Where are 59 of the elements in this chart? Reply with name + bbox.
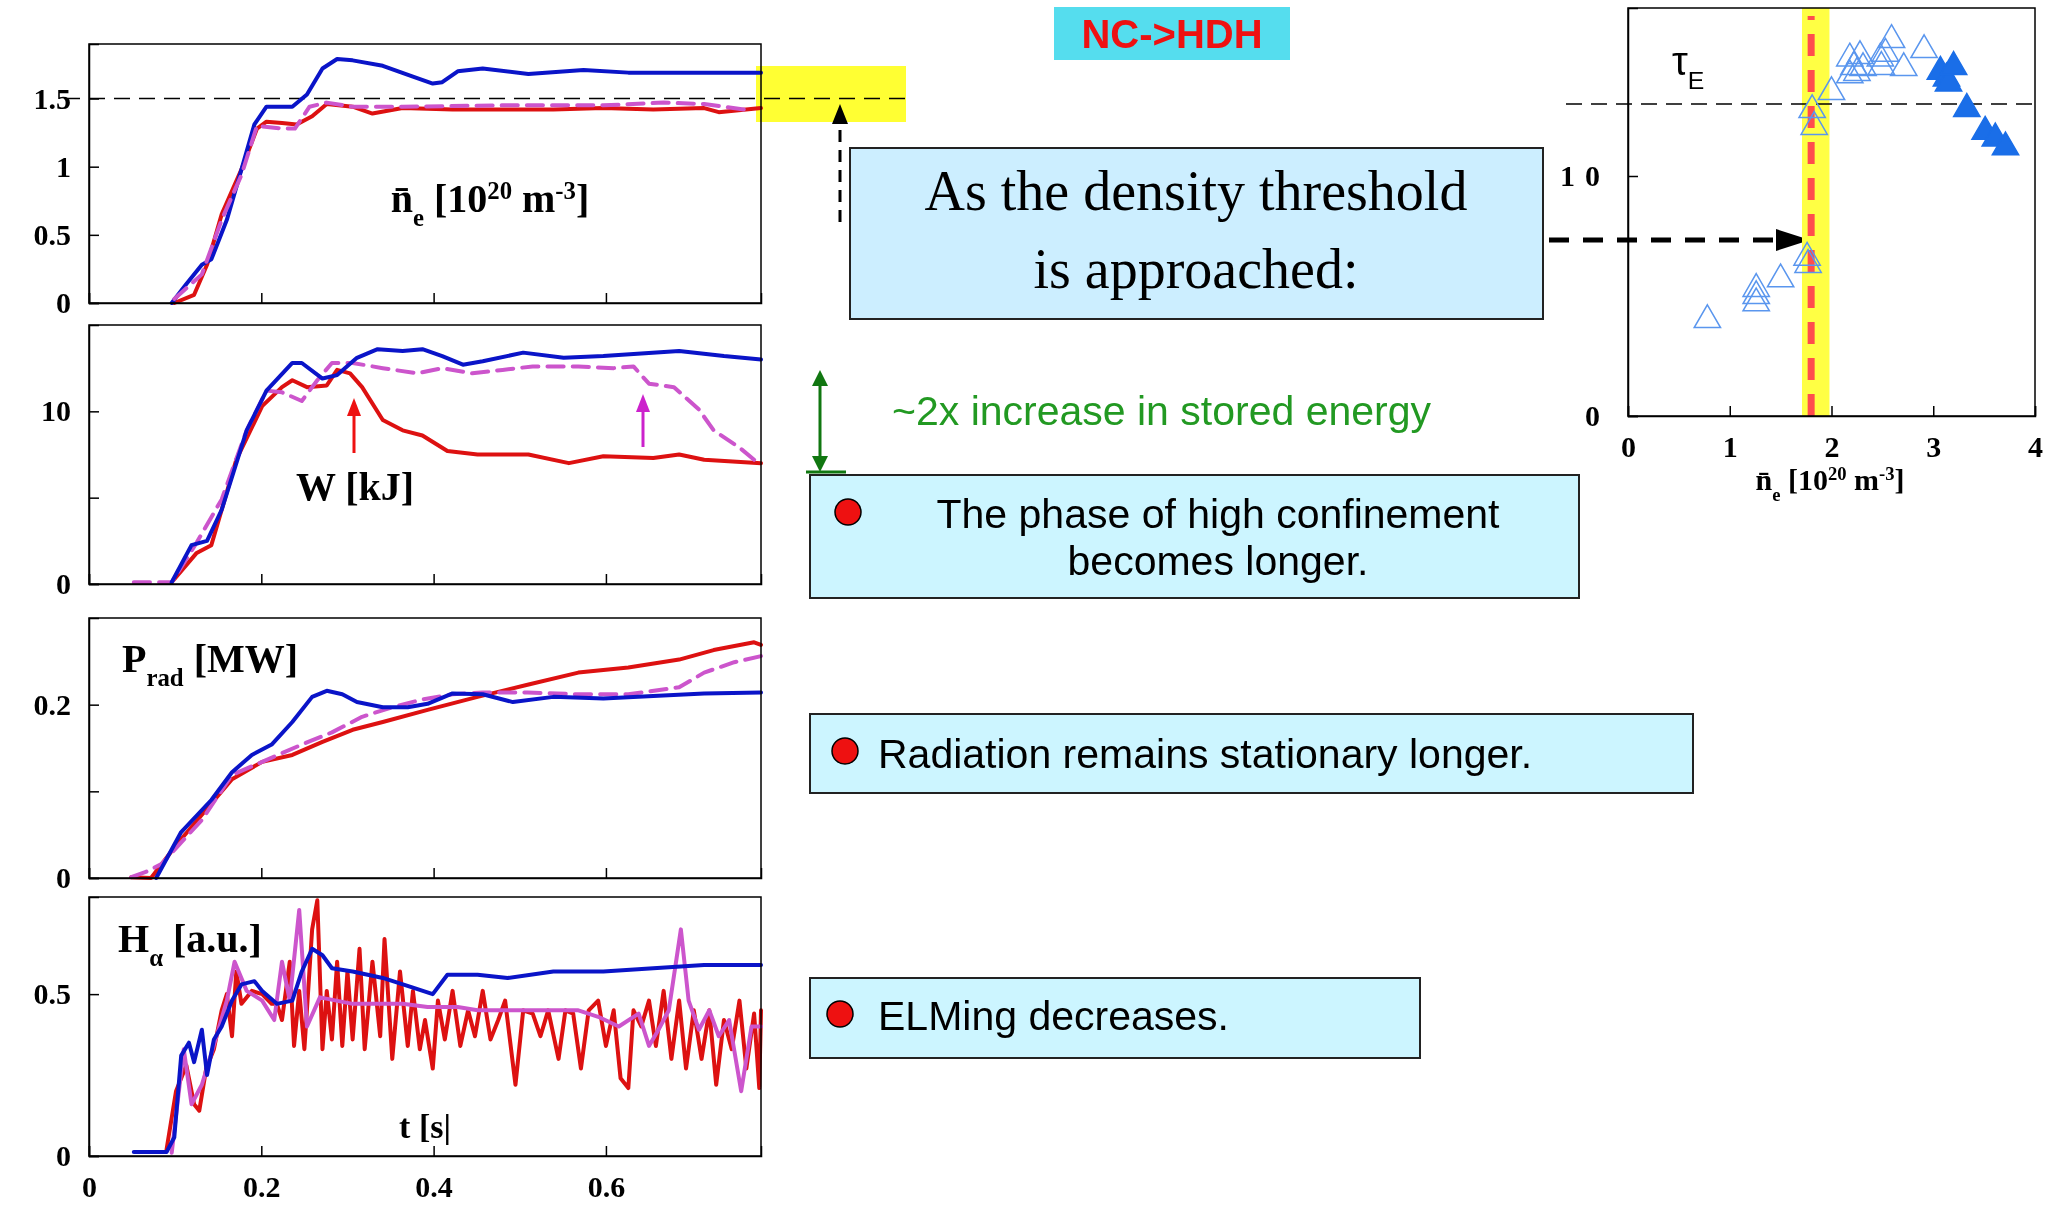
y-tick-label: 1.5 bbox=[33, 81, 71, 115]
x-tick-label: 0.2 bbox=[243, 1170, 281, 1203]
y-tick-label: 0 bbox=[56, 1139, 71, 1173]
point bbox=[1793, 241, 1821, 266]
point bbox=[1843, 56, 1871, 82]
x-tick-label: 3 bbox=[1926, 430, 1942, 463]
point bbox=[1835, 42, 1864, 67]
x-tick-label: 4 bbox=[2028, 430, 2043, 463]
y-tick-label: 0.5 bbox=[33, 217, 71, 251]
point bbox=[1839, 50, 1868, 76]
y-tick-label: 0.2 bbox=[33, 687, 71, 721]
point bbox=[1742, 280, 1771, 305]
point bbox=[1849, 52, 1877, 77]
x-tick-label: 0.6 bbox=[587, 1170, 626, 1203]
y-axis-title: τ$_{E}$ bbox=[1672, 39, 1705, 94]
text: Radiation remains stationary longer. bbox=[878, 731, 1533, 777]
x-tick-label: 2 bbox=[1824, 430, 1840, 463]
y-axis-title: W [kJ] bbox=[295, 464, 415, 509]
line-series bbox=[154, 688, 763, 880]
line-series bbox=[169, 57, 763, 305]
x-tick-label: 0.4 bbox=[415, 1170, 453, 1203]
y-tick-label: 10 bbox=[41, 394, 71, 428]
x-tick-label: 0 bbox=[82, 1170, 97, 1203]
point bbox=[1742, 287, 1771, 312]
point bbox=[1835, 59, 1864, 84]
point bbox=[1742, 272, 1771, 298]
point bbox=[1991, 131, 2020, 156]
point bbox=[1877, 23, 1906, 49]
text: ELMing decreases. bbox=[878, 993, 1229, 1039]
point bbox=[1800, 110, 1829, 136]
point bbox=[1817, 76, 1846, 101]
point bbox=[1867, 50, 1896, 76]
text: As the density threshold is approached: bbox=[924, 160, 1468, 300]
point bbox=[1910, 34, 1938, 59]
point bbox=[1794, 248, 1823, 274]
x-tick-label: 0 bbox=[1621, 430, 1636, 463]
y-tick-label: 0 bbox=[56, 567, 71, 601]
point bbox=[1952, 92, 1981, 118]
y-tick-label: 0 bbox=[56, 861, 71, 895]
point bbox=[1693, 304, 1722, 329]
x-tick-label: 1 bbox=[1722, 430, 1738, 463]
point bbox=[1866, 42, 1895, 67]
y-tick-label: 10 bbox=[1560, 159, 1610, 193]
y-axis-title: P$_{rad}$ [MW] bbox=[122, 636, 299, 691]
point bbox=[1766, 263, 1795, 288]
text: The phase of high confinement becomes longer. bbox=[936, 491, 1501, 584]
y-tick-label: 0 bbox=[56, 286, 71, 320]
text: ~2x increase in stored energy bbox=[892, 388, 1432, 434]
text: NC->HDH bbox=[1081, 12, 1263, 56]
x-axis-title: n̄$_{e}$ [10$^{20}$ m$^{-3}$] bbox=[1755, 462, 1905, 505]
y-tick-label: 0.5 bbox=[33, 977, 71, 1011]
y-tick-label: 1 bbox=[56, 149, 71, 183]
y-axis-title: n̄$_{e}$ [10$^{20}$ m$^{-3}$] bbox=[390, 176, 590, 231]
point bbox=[1889, 52, 1918, 77]
y-axis-title: H$_{α}$ [a.u.] bbox=[118, 916, 262, 971]
point bbox=[1798, 94, 1827, 119]
point bbox=[1871, 37, 1900, 62]
x-axis-title: t [s| bbox=[399, 1108, 451, 1145]
point bbox=[1846, 40, 1874, 65]
